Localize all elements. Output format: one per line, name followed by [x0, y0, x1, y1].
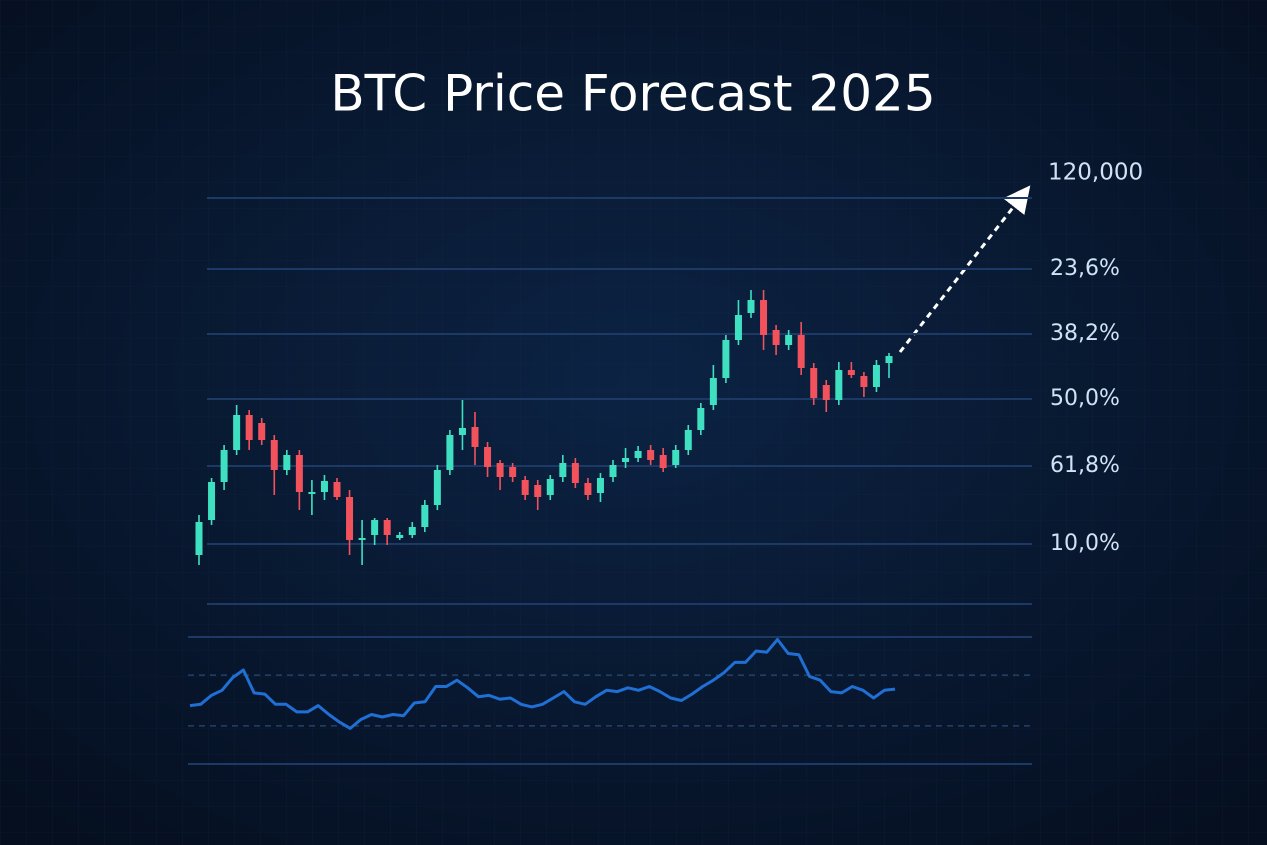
level-label: 61,8%	[1050, 453, 1120, 478]
candle-body	[546, 479, 554, 495]
candle-body	[258, 423, 266, 440]
candle-body	[822, 385, 830, 400]
candle-body	[810, 368, 818, 398]
candle-body	[421, 505, 429, 527]
candle-body	[885, 356, 893, 363]
candle-body	[308, 492, 316, 494]
candle-body	[496, 463, 504, 477]
candle-body	[559, 463, 567, 477]
candle-body	[584, 483, 592, 495]
candle-body	[672, 450, 680, 465]
candle-body	[596, 478, 604, 493]
candle-body	[835, 370, 843, 400]
candle-body	[295, 455, 303, 492]
candle-body	[609, 465, 617, 477]
candle-body	[346, 497, 354, 540]
level-label: 50,0%	[1050, 386, 1120, 411]
candle-body	[697, 408, 705, 430]
level-label: 23,6%	[1050, 256, 1120, 281]
candle-body	[333, 482, 341, 497]
candle-body	[220, 450, 228, 482]
candle-body	[283, 455, 291, 470]
target-label: 120,000	[1048, 160, 1143, 186]
candle-body	[634, 451, 642, 458]
candle-body	[709, 378, 717, 405]
forecast-arrow	[898, 185, 1031, 353]
level-label: 38,2%	[1050, 321, 1120, 346]
candle-body	[358, 538, 366, 540]
candle-body	[622, 458, 630, 462]
candle-body	[534, 485, 542, 497]
candle-body	[860, 376, 868, 387]
candle-body	[659, 455, 667, 468]
candle-body	[847, 370, 855, 375]
candle-body	[320, 481, 328, 492]
indicator-line	[189, 638, 896, 730]
candle-body	[396, 535, 404, 538]
candle-body	[509, 467, 517, 477]
candle-body	[233, 415, 241, 450]
candle-body	[647, 450, 655, 460]
candle-body	[446, 435, 454, 470]
candle-body	[245, 415, 253, 440]
candle-body	[571, 463, 579, 483]
candle-body	[684, 430, 692, 450]
candle-body	[785, 335, 793, 345]
candle-body	[195, 522, 203, 555]
candle-body	[208, 482, 216, 520]
candle-body	[433, 470, 441, 505]
candle-body	[471, 427, 479, 447]
candle-body	[872, 365, 880, 387]
candle-body	[383, 520, 391, 535]
candle-body	[484, 447, 492, 467]
candle-body	[797, 335, 805, 368]
candle-body	[521, 480, 529, 495]
candle-body	[270, 440, 278, 470]
chart-title: BTC Price Forecast 2025	[330, 65, 935, 123]
candle-body	[734, 315, 742, 340]
candle-body	[747, 300, 755, 313]
candle-body	[760, 300, 768, 335]
candle-body	[371, 520, 379, 535]
level-label: 10,0%	[1050, 531, 1120, 556]
candle-body	[772, 330, 780, 345]
candle-body	[722, 340, 730, 378]
candle-body	[458, 428, 466, 435]
candle-body	[408, 527, 416, 535]
